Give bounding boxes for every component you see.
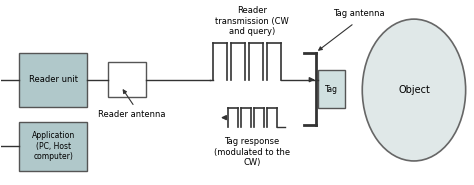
Bar <box>19 53 87 107</box>
Text: Reader unit: Reader unit <box>28 75 78 84</box>
Text: Tag response
(modulated to the
CW): Tag response (modulated to the CW) <box>214 137 290 167</box>
Bar <box>108 63 146 97</box>
Text: Tag antenna: Tag antenna <box>334 9 385 18</box>
Text: Tag: Tag <box>325 85 338 94</box>
Text: Reader antenna: Reader antenna <box>98 110 165 119</box>
Text: Application
(PC, Host
computer): Application (PC, Host computer) <box>31 131 75 161</box>
Bar <box>19 122 87 171</box>
Bar <box>318 70 346 108</box>
Text: Object: Object <box>398 85 430 95</box>
Ellipse shape <box>362 19 465 161</box>
Text: Reader
transmission (CW
and query): Reader transmission (CW and query) <box>215 6 289 36</box>
